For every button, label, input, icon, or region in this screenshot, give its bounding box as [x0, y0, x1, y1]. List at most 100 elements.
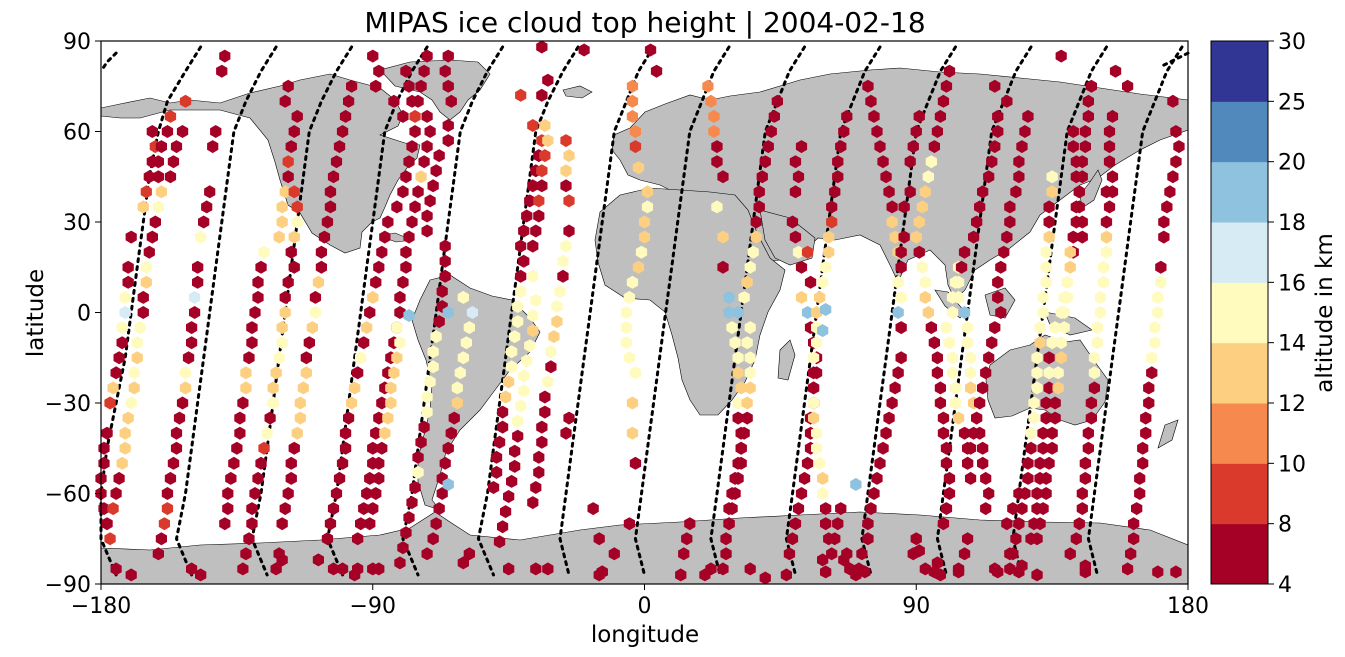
cloud-point-14 [110, 366, 122, 380]
cloud-point-443 [732, 366, 744, 380]
cloud-point-369 [542, 562, 554, 576]
cloud-point-387 [539, 405, 551, 419]
cloud-point-617 [943, 487, 956, 500]
cloud-point-721 [1040, 245, 1052, 259]
cloud-point-285 [382, 411, 394, 425]
cloud-point-478 [744, 381, 756, 395]
cloud-point-160 [300, 366, 312, 380]
cloud-point-279 [391, 321, 403, 335]
cloud-point-634 [913, 215, 925, 229]
cloud-point-835 [1122, 79, 1134, 93]
cloud-point-483 [732, 456, 744, 470]
cloud-point-524 [823, 230, 835, 244]
cloud-point-84 [152, 547, 164, 561]
cloud-point-298 [454, 366, 466, 380]
cloud-point-809 [1103, 200, 1116, 214]
cloud-point-573 [835, 502, 847, 516]
cloud-point-622 [919, 562, 931, 576]
cloud-point-883 [780, 568, 792, 582]
cloud-point-562 [883, 185, 895, 199]
cloud-point-44 [137, 306, 149, 319]
cloud-point-303 [442, 441, 454, 455]
cloud-point-154 [312, 275, 324, 289]
cloud-point-74 [176, 396, 189, 410]
orbit-tracks [99, 45, 1190, 577]
cloud-point-60 [207, 140, 219, 154]
cloud-point-324 [518, 254, 530, 268]
cloud-point-77 [170, 441, 183, 455]
cloud-point-365 [503, 490, 515, 503]
cloud-point-333 [500, 390, 512, 404]
cloud-point-342 [539, 119, 551, 132]
cloud-point-674 [940, 321, 953, 335]
cloud-point-104 [240, 366, 252, 380]
cloud-point-520 [814, 290, 826, 304]
cloud-point-218 [409, 200, 421, 214]
cloud-point-197 [343, 411, 355, 425]
cloud-point-886 [928, 565, 940, 579]
cloud-point-882 [705, 562, 717, 576]
cloud-point-386 [539, 390, 551, 404]
cloud-point-83 [155, 532, 167, 546]
cloud-point-743 [1067, 125, 1079, 138]
cloud-point-788 [1055, 336, 1067, 350]
colorbar-segment-7 [1211, 101, 1268, 163]
cloud-point-271 [412, 450, 424, 464]
cloud-point-842 [1161, 200, 1173, 214]
cloud-point-136 [246, 502, 258, 516]
cloud-point-129 [267, 396, 279, 410]
x-tick-label-4: 180 [1167, 594, 1209, 619]
cloud-point-263 [430, 330, 442, 344]
cloud-point-98 [252, 275, 264, 289]
cloud-point-548 [817, 553, 829, 567]
cloud-point-648 [977, 441, 989, 455]
cloud-point-17 [101, 426, 113, 440]
x-tick-label-2: 0 [638, 594, 652, 619]
cloud-point-187 [373, 260, 385, 274]
x-axis: −180 −90 0 90 180 [71, 584, 1209, 619]
cloud-point-409 [620, 336, 632, 350]
cloud-point-738 [1016, 502, 1028, 516]
cloud-point-233 [370, 426, 382, 440]
cloud-point-52 [119, 426, 131, 440]
cloud-point-632 [919, 185, 931, 199]
cloud-point-607 [928, 336, 940, 350]
cloud-point-125 [276, 336, 288, 350]
y-tick-label-4: 30 [63, 211, 91, 236]
cloud-point-6 [125, 230, 137, 244]
cloud-point-727 [1034, 336, 1046, 350]
cloud-point-778 [1073, 185, 1085, 199]
cloud-point-811 [1100, 230, 1113, 244]
cloud-point-265 [427, 360, 439, 374]
cloud-point-583 [895, 290, 907, 304]
cloud-point-619 [937, 517, 950, 531]
cloud-point-407 [629, 366, 642, 380]
cloud-point-358 [518, 384, 530, 398]
cloud-point-393 [527, 496, 539, 510]
cloud-point-392 [530, 481, 542, 494]
cloud-point-845 [1155, 260, 1167, 274]
landmass-new-guinea [1044, 311, 1093, 336]
cloud-point-471 [765, 125, 777, 138]
cloud-point-37 [152, 200, 164, 214]
cloud-point-570 [838, 553, 850, 567]
cloud-point-388 [536, 420, 548, 434]
cloud-point-691 [1013, 170, 1025, 184]
cloud-point-495 [789, 185, 802, 199]
orbit-track-7 [633, 45, 731, 577]
cloud-point-614 [940, 441, 953, 455]
cloud-point-704 [980, 366, 992, 380]
cloud-point-391 [533, 465, 545, 479]
cloud-point-30 [219, 49, 231, 63]
cloud-point-165 [288, 441, 300, 455]
cloud-point-722 [1040, 260, 1052, 274]
cloud-point-266 [424, 375, 436, 389]
cloud-point-855 [1140, 411, 1152, 425]
cloud-point-416 [638, 230, 651, 244]
cloud-point-163 [294, 411, 306, 425]
cloud-point-681 [958, 426, 971, 440]
cloud-point-601 [913, 245, 925, 259]
cloud-point-460 [738, 290, 750, 304]
cloud-point-515 [789, 517, 802, 531]
cloud-point-88 [288, 125, 300, 138]
